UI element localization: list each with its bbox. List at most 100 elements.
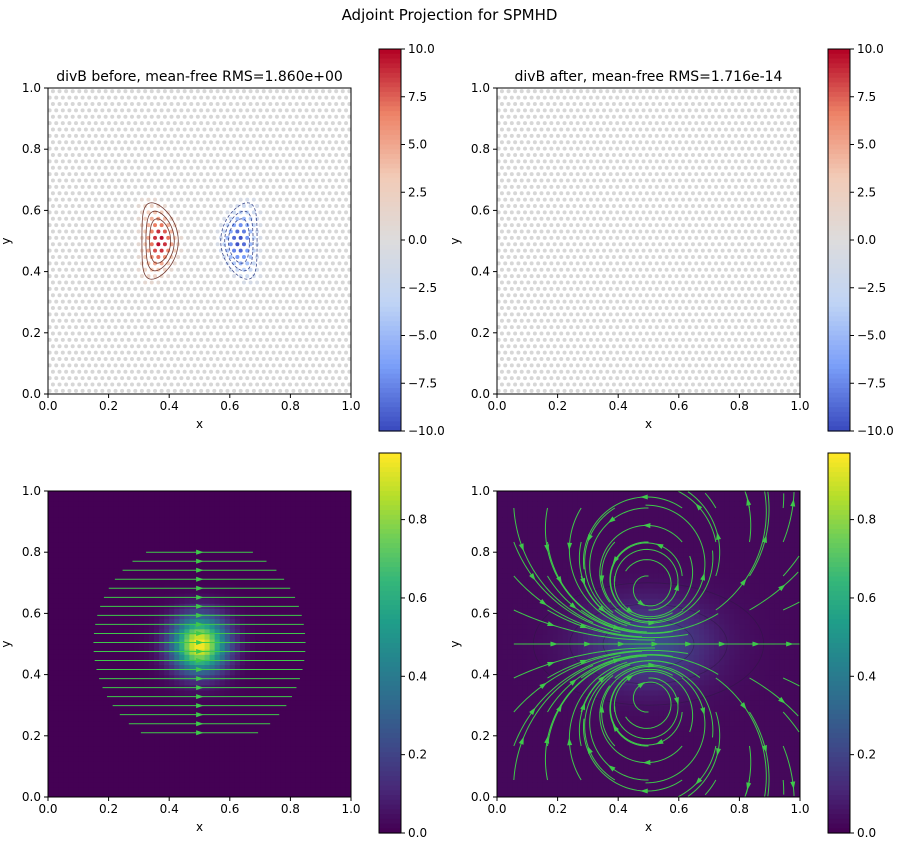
colorbar-segment	[379, 77, 401, 84]
particle	[265, 312, 270, 317]
particle	[779, 388, 784, 393]
particle	[786, 197, 791, 202]
heatmap-cell	[224, 776, 231, 783]
particle	[297, 172, 302, 177]
particle	[618, 101, 623, 106]
particle	[278, 235, 283, 240]
particle	[714, 299, 719, 304]
particle	[291, 133, 296, 138]
particle	[753, 184, 758, 189]
particle	[136, 344, 141, 349]
heatmap-cell	[214, 781, 221, 788]
particle	[317, 133, 322, 138]
particle	[116, 267, 121, 272]
particle	[120, 312, 125, 317]
particle	[185, 376, 190, 381]
particle	[176, 165, 181, 170]
particle	[714, 350, 719, 355]
particle	[575, 325, 580, 330]
particle	[153, 133, 158, 138]
particle	[625, 305, 630, 310]
particle	[235, 191, 240, 196]
particle	[225, 121, 230, 126]
particle	[644, 254, 649, 259]
particle	[218, 159, 223, 164]
particle	[294, 331, 299, 336]
particle	[684, 127, 689, 132]
particle	[149, 305, 154, 310]
particle	[199, 121, 204, 126]
particle	[746, 95, 751, 100]
particle	[733, 350, 738, 355]
heatmap-cell	[260, 786, 266, 793]
particle	[238, 376, 243, 381]
particle	[284, 210, 289, 215]
particle	[598, 280, 603, 285]
particle	[340, 305, 345, 310]
particle	[714, 337, 719, 342]
particle	[720, 108, 725, 113]
particle	[786, 184, 791, 189]
particle	[549, 274, 554, 279]
particle	[664, 178, 669, 183]
particle	[750, 267, 755, 272]
particle	[222, 152, 227, 157]
particle	[301, 382, 306, 387]
particle	[136, 165, 141, 170]
particle	[625, 267, 630, 272]
heatmap-cell	[143, 781, 150, 788]
particle	[760, 121, 765, 126]
particle	[153, 325, 158, 330]
particle	[506, 229, 511, 234]
particle	[261, 280, 266, 285]
particle	[116, 127, 121, 132]
particle	[763, 191, 768, 196]
particle	[687, 337, 692, 342]
particle	[149, 203, 154, 208]
particle	[57, 356, 62, 361]
particle	[143, 165, 148, 170]
particle	[93, 274, 98, 279]
particle	[625, 280, 630, 285]
particle	[559, 178, 564, 183]
particle	[654, 210, 659, 215]
particle	[562, 261, 567, 266]
particle	[261, 191, 266, 196]
heatmap-cell	[305, 776, 312, 783]
particle	[783, 254, 788, 259]
particle	[694, 235, 699, 240]
particle	[103, 267, 108, 272]
particle	[578, 203, 583, 208]
particle	[536, 133, 541, 138]
particle	[185, 363, 190, 368]
particle	[169, 101, 174, 106]
particle	[730, 127, 735, 132]
particle	[274, 242, 279, 247]
particle	[519, 152, 524, 157]
particle	[542, 261, 547, 266]
particle	[539, 242, 544, 247]
particle	[572, 267, 577, 272]
particle	[631, 101, 636, 106]
particle	[687, 274, 692, 279]
particle	[516, 172, 521, 177]
particle	[697, 165, 702, 170]
particle	[311, 133, 316, 138]
particle	[317, 197, 322, 202]
particle	[585, 89, 590, 94]
particle	[245, 235, 250, 240]
particle	[694, 325, 699, 330]
particle	[506, 152, 511, 157]
particle	[631, 293, 636, 298]
particle	[265, 121, 270, 126]
heatmap-cell	[199, 781, 206, 788]
particle	[189, 369, 194, 374]
particle	[572, 305, 577, 310]
particle	[539, 254, 544, 259]
particle	[582, 172, 587, 177]
colorbar-tick-label: −2.5	[408, 281, 437, 295]
particle	[783, 293, 788, 298]
particle	[261, 318, 266, 323]
particle	[222, 280, 227, 285]
particle	[602, 108, 607, 113]
